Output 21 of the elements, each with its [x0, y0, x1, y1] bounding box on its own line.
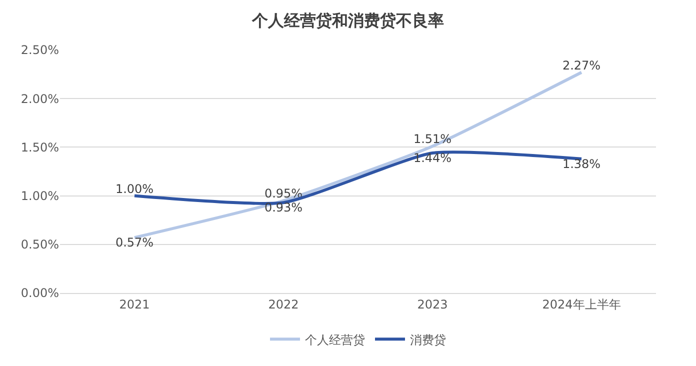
legend-label: 个人经营贷 — [305, 332, 365, 347]
x-tick-label: 2021 — [119, 297, 150, 312]
legend-label: 消费贷 — [410, 332, 446, 347]
x-tick-label: 2023 — [417, 297, 448, 312]
y-tick-label: 2.50% — [20, 43, 59, 58]
y-tick-label: 2.00% — [20, 92, 59, 106]
y-tick-label: 0.50% — [20, 238, 59, 252]
data-label: 0.95% — [264, 186, 303, 201]
data-label: 1.00% — [115, 182, 154, 196]
data-label: 1.38% — [562, 156, 601, 171]
data-label: 0.57% — [115, 236, 154, 250]
data-label: 0.93% — [264, 200, 303, 215]
y-tick-label: 0.00% — [20, 286, 59, 300]
y-tick-label: 1.50% — [20, 140, 59, 154]
data-label: 1.51% — [413, 132, 452, 146]
x-tick-label: 2024年上半年 — [542, 297, 621, 312]
data-label: 1.44% — [413, 151, 452, 166]
y-tick-label: 1.00% — [20, 189, 59, 203]
x-tick-label: 2022 — [268, 297, 299, 312]
data-label: 2.27% — [562, 58, 601, 72]
chart-title: 个人经营贷和消费贷不良率 — [251, 10, 444, 30]
